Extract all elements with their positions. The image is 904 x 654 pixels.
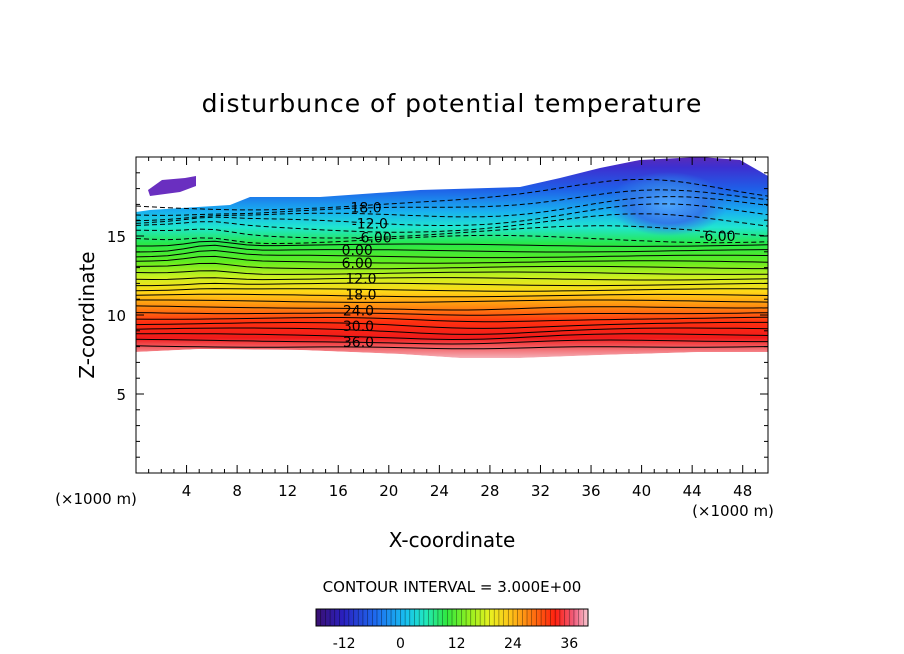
contour-labels: -18.0-12.0-6.000.006.0012.018.024.030.03…	[342, 201, 736, 351]
x-tick-labels: 4 8 12 16 20 24 28 32 36 40 44 48	[182, 482, 752, 500]
contour-label: 18.0	[345, 287, 376, 303]
x-tick-label: 36	[581, 482, 600, 500]
x-tick-label: 28	[480, 482, 499, 500]
contour-line	[136, 345, 768, 350]
contour-line	[136, 305, 768, 311]
contour-line	[136, 299, 768, 303]
contour-line	[136, 234, 768, 245]
contour-label: -18.0	[345, 201, 381, 217]
contour-line	[136, 249, 768, 259]
colorbar-tick-label: 0	[396, 636, 405, 652]
colorbar-dividers	[320, 609, 584, 626]
contour-label: 36.0	[343, 335, 374, 351]
contour-line	[136, 293, 768, 298]
x-tick-label: 24	[430, 482, 449, 500]
x-tick-label: 4	[182, 482, 192, 500]
contour-line	[136, 327, 768, 335]
colorbar-tick-label: -12	[333, 636, 356, 652]
x-tick-label: 44	[683, 482, 702, 500]
colorbar-tick-label: 12	[448, 636, 466, 652]
colorbar: -12 0 12 24 36	[315, 608, 589, 652]
x-tick-label: 16	[329, 482, 348, 500]
y-tick-label: 5	[116, 386, 126, 404]
white-bottom	[136, 349, 768, 473]
z-unit-label: (×1000 m)	[55, 490, 137, 508]
contour-label: 30.0	[343, 319, 374, 335]
axis-ticks	[136, 157, 768, 473]
contour-label: 6.00	[342, 256, 373, 272]
contour-line	[136, 255, 768, 264]
contour-line	[136, 282, 768, 287]
contour-line	[136, 288, 768, 292]
contour-line	[136, 262, 768, 270]
contour-line	[136, 277, 768, 281]
upper-plume	[148, 176, 196, 196]
x-tick-label: 12	[278, 482, 297, 500]
contour-interval-text: CONTOUR INTERVAL = 3.000E+00	[323, 578, 582, 596]
x-tick-label: 32	[531, 482, 550, 500]
contour-label: -6.00	[699, 229, 735, 245]
contour-label: 12.0	[345, 272, 376, 288]
x-tick-label: 8	[232, 482, 242, 500]
colorbar-tick-labels: -12 0 12 24 36	[333, 636, 579, 652]
colorbar-tick-label: 36	[560, 636, 578, 652]
y-tick-label: 10	[107, 307, 126, 325]
contour-line	[136, 203, 768, 226]
contour-line	[136, 270, 768, 275]
y-axis-label: Z-coordinate	[75, 251, 99, 378]
contour-label: 24.0	[343, 303, 374, 319]
x-axis-label: X-coordinate	[389, 528, 516, 552]
contour-label: -6.00	[356, 231, 392, 247]
contour-line	[136, 338, 768, 345]
x-unit-label: (×1000 m)	[692, 502, 774, 520]
contour-label: 0.00	[342, 243, 373, 259]
contour-lines	[136, 178, 768, 350]
x-tick-label: 20	[379, 482, 398, 500]
colorbar-tick-label: 24	[504, 636, 522, 652]
contour-label: -12.0	[352, 216, 388, 232]
x-tick-label: 40	[632, 482, 651, 500]
contour-line	[136, 316, 768, 323]
contour-line	[136, 321, 768, 329]
y-tick-label: 15	[107, 228, 126, 246]
y-tick-labels: 5 10 15	[107, 228, 126, 404]
blue-eddy	[608, 172, 728, 236]
contour-line	[136, 312, 768, 316]
contour-line	[136, 196, 768, 222]
chart-title: disturbunce of potential temperature	[202, 89, 703, 118]
contour-line	[136, 333, 768, 341]
x-tick-label: 48	[733, 482, 752, 500]
contour-line	[136, 178, 768, 211]
contour-line	[136, 225, 768, 239]
contour-line	[136, 244, 768, 253]
contour-line	[136, 189, 768, 216]
contour-line	[136, 213, 768, 233]
contour-line	[136, 240, 768, 247]
